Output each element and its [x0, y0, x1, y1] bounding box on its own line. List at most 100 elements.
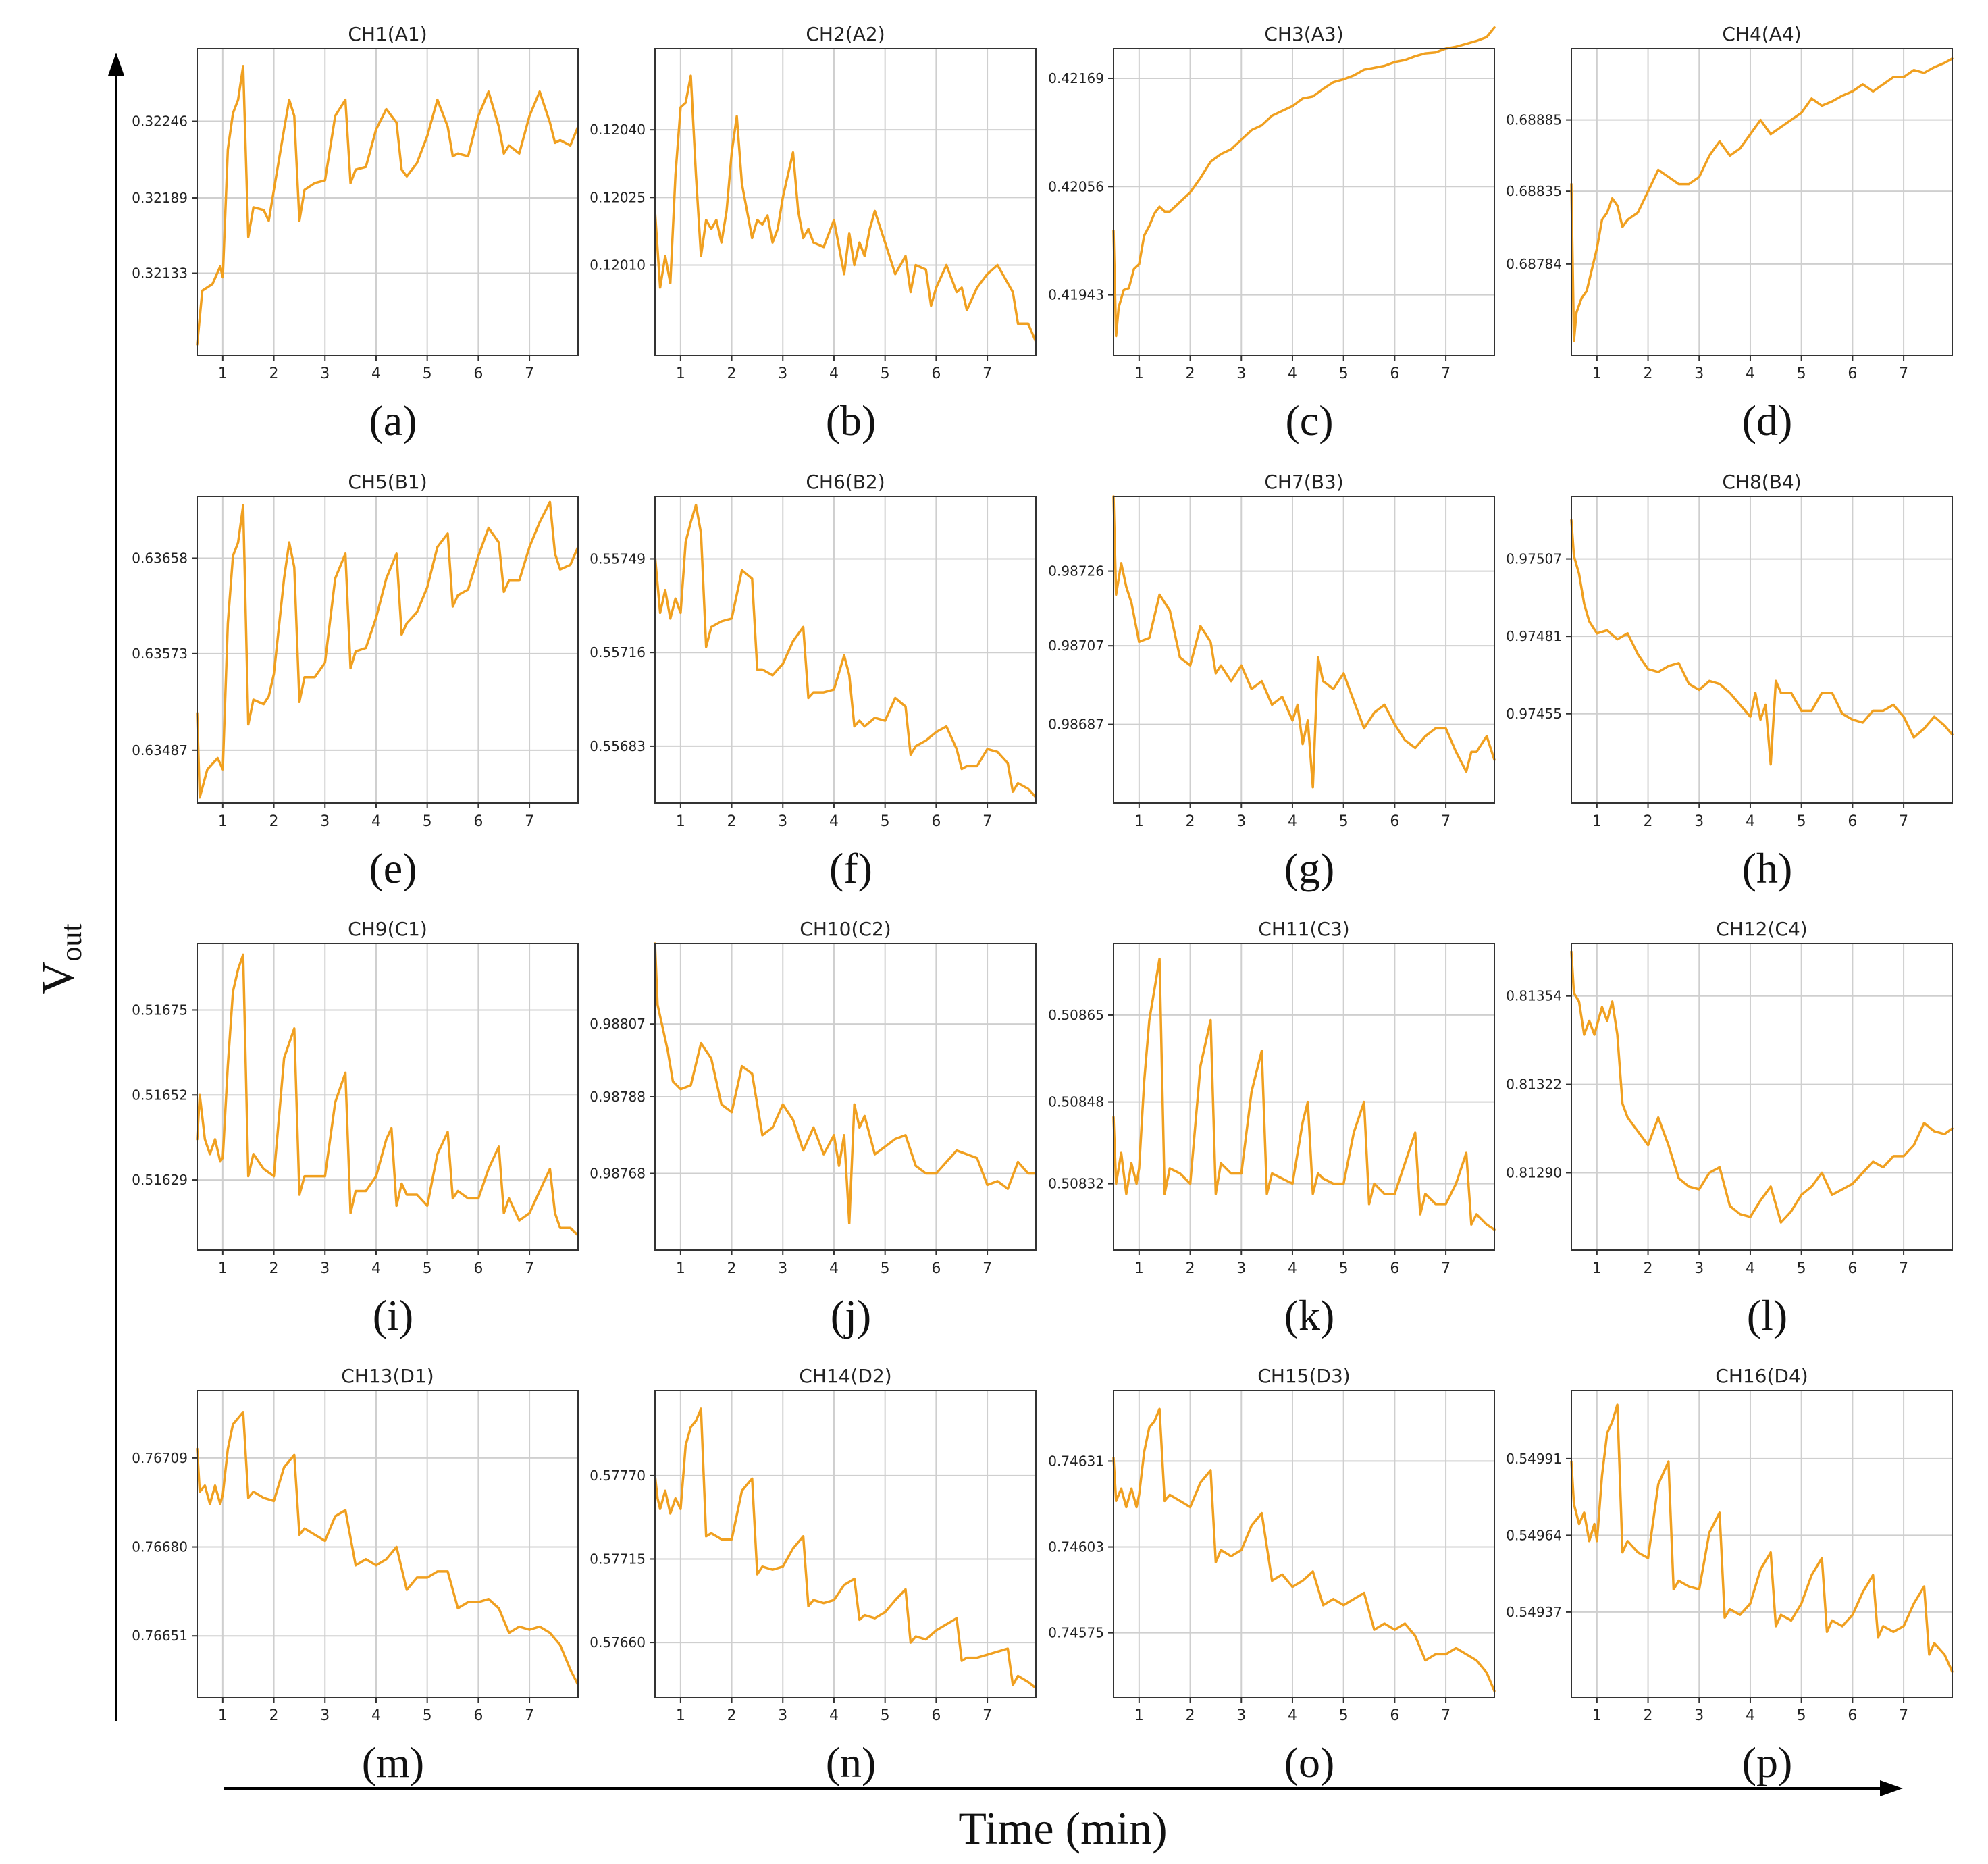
x-tick-label: 4 [371, 1260, 381, 1277]
panel-title: CH4(A4) [1722, 23, 1801, 45]
y-tick-label: 0.63658 [132, 550, 188, 566]
panel-title: CH6(B2) [806, 471, 885, 493]
x-tick-label: 2 [269, 365, 279, 382]
chart-panel-9: CH9(C1) 1 2 3 4 5 6 7 0.51629 0.51652 0.51675 (i) [132, 918, 579, 1339]
x-tick-label: 6 [473, 1260, 483, 1277]
y-tick-label: 0.74631 [1048, 1453, 1104, 1469]
x-tick-label: 2 [1186, 365, 1195, 382]
panel-title: CH3(A3) [1264, 23, 1343, 45]
plot-frame [654, 1390, 1037, 1698]
x-tick-label: 7 [983, 1260, 992, 1277]
x-tick-label: 2 [1644, 365, 1653, 382]
y-axis-arrowhead [108, 53, 124, 76]
x-tick-label: 3 [320, 813, 330, 830]
x-tick-label: 1 [218, 1707, 228, 1724]
x-tick-label: 3 [1236, 1707, 1246, 1724]
series-line [1570, 950, 1954, 1224]
y-tick-label: 0.97455 [1506, 706, 1562, 722]
panel-title: CH10(C2) [800, 918, 891, 940]
x-tick-label: 4 [371, 1707, 381, 1724]
chart-panel-5: CH5(B1) 1 2 3 4 5 6 7 0.63487 0.63573 0.63658 (e) [132, 471, 579, 892]
x-tick-label: 5 [881, 1260, 890, 1277]
chart-panel-15: CH15(D3) 1 2 3 4 5 6 7 0.74575 0.74603 0.74631 (o) [1048, 1365, 1496, 1786]
series-line [1112, 26, 1496, 338]
x-tick-label: 1 [218, 813, 228, 830]
y-tick-label: 0.50832 [1048, 1176, 1104, 1192]
x-tick-label: 3 [1694, 813, 1704, 830]
series-line [1112, 1407, 1496, 1692]
panel-title: CH8(B4) [1722, 471, 1801, 493]
x-tick-label: 3 [778, 813, 787, 830]
x-tick-label: 7 [1899, 365, 1908, 382]
y-tick-label: 0.81322 [1506, 1077, 1562, 1093]
x-tick-label: 6 [473, 813, 483, 830]
y-tick-label: 0.32189 [132, 190, 188, 206]
y-tick-label: 0.57715 [590, 1551, 646, 1567]
panel-label: (m) [362, 1738, 424, 1786]
x-tick-label: 7 [525, 365, 534, 382]
x-tick-label: 6 [1848, 813, 1857, 830]
plot-frame [654, 48, 1037, 356]
x-tick-label: 6 [473, 1707, 483, 1724]
x-tick-label: 5 [1339, 813, 1349, 830]
x-axis-arrowhead [1880, 1780, 1903, 1796]
series-line [1112, 495, 1496, 789]
x-tick-label: 1 [1134, 1260, 1144, 1277]
x-tick-label: 4 [371, 813, 381, 830]
y-tick-label: 0.42169 [1048, 70, 1104, 86]
x-tick-label: 1 [218, 365, 228, 382]
y-tick-label: 0.74575 [1048, 1625, 1104, 1641]
plot-frame [1113, 943, 1495, 1251]
x-tick-label: 7 [1899, 1260, 1908, 1277]
plot-frame [1113, 1390, 1495, 1698]
series-line [1570, 519, 1954, 766]
x-tick-label: 1 [1592, 365, 1602, 382]
y-tick-label: 0.54991 [1506, 1451, 1562, 1467]
y-tick-label: 0.55683 [590, 738, 646, 754]
x-tick-label: 5 [1339, 365, 1349, 382]
y-tick-label: 0.68885 [1506, 112, 1562, 128]
panel-title: CH7(B3) [1264, 471, 1343, 493]
panel-label: (n) [826, 1738, 877, 1786]
x-tick-label: 6 [1390, 365, 1399, 382]
x-tick-label: 1 [676, 1260, 685, 1277]
x-tick-label: 3 [1694, 1707, 1704, 1724]
y-tick-label: 0.55749 [590, 550, 646, 567]
y-tick-label: 0.63573 [132, 646, 188, 662]
y-tick-label: 0.12040 [590, 122, 646, 138]
y-tick-label: 0.12025 [590, 189, 646, 205]
y-tick-label: 0.68784 [1506, 256, 1562, 272]
panel-title: CH5(B1) [348, 471, 427, 493]
y-tick-label: 0.98768 [590, 1166, 646, 1182]
panel-title: CH16(D4) [1715, 1365, 1808, 1387]
x-tick-label: 4 [1288, 813, 1297, 830]
chart-panel-8: CH8(B4) 1 2 3 4 5 6 7 0.97455 0.97481 0.97507 (h) [1506, 471, 1954, 892]
x-tick-label: 2 [1186, 1260, 1195, 1277]
series-line [196, 65, 579, 346]
chart-panel-10: CH10(C2) 1 2 3 4 5 6 7 0.98768 0.98788 0.98807 (j) [590, 918, 1037, 1339]
y-tick-label: 0.81290 [1506, 1164, 1562, 1181]
y-tick-label: 0.32246 [132, 113, 188, 130]
series-line [654, 74, 1037, 343]
x-tick-label: 5 [423, 1707, 432, 1724]
plot-frame [1571, 48, 1953, 356]
plot-frame [1113, 496, 1495, 804]
x-tick-label: 3 [778, 365, 787, 382]
panels: CH1(A1)1 2 3 4 5 6 70.321330.321890.32246(a)CH… [132, 23, 1954, 1786]
x-tick-label: 4 [371, 365, 381, 382]
series-line [1570, 57, 1954, 342]
x-tick-label: 2 [269, 1260, 279, 1277]
y-tick-label: 0.42056 [1048, 178, 1104, 195]
y-tick-label: 0.41943 [1048, 287, 1104, 303]
x-tick-label: 6 [473, 365, 483, 382]
y-tick-label: 0.98726 [1048, 563, 1104, 579]
plot-frame [1571, 1390, 1953, 1698]
x-tick-label: 5 [1339, 1260, 1349, 1277]
x-tick-label: 4 [829, 1707, 839, 1724]
x-tick-label: 5 [881, 365, 890, 382]
x-tick-label: 5 [881, 813, 890, 830]
x-tick-label: 6 [1390, 813, 1399, 830]
y-tick-label: 0.97507 [1506, 551, 1562, 567]
x-tick-label: 2 [1186, 813, 1195, 830]
plot-frame [1571, 496, 1953, 804]
